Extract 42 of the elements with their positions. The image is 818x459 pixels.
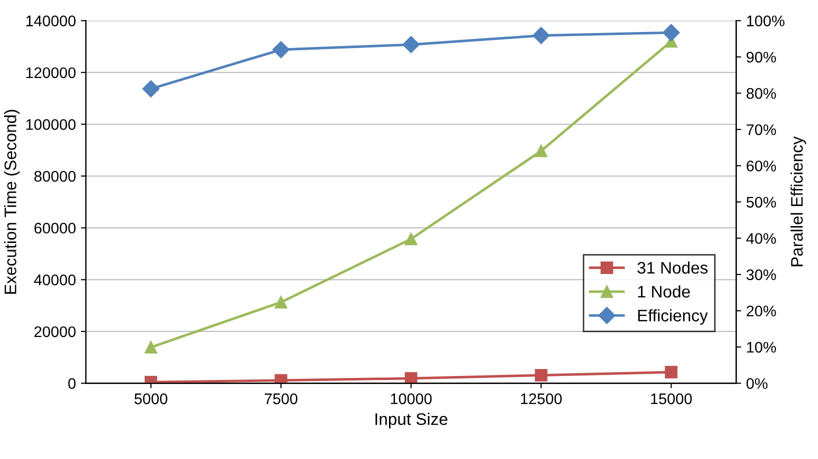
x-tick-label: 5000 [134, 393, 168, 404]
y-tick-label: 120000 [26, 67, 76, 78]
y-tick-label: 140000 [26, 16, 76, 26]
y-tick-label: 0 [68, 378, 76, 389]
y2-tick-label: 40% [746, 233, 776, 244]
y-tick-label: 80000 [34, 170, 76, 182]
y2-tick-label: 0% [746, 378, 768, 389]
y2-tick-label: 10% [747, 342, 776, 353]
y-axis-title: Execution Time (Second) [4, 110, 20, 294]
point [272, 41, 290, 58]
point [532, 26, 550, 44]
y2-tick-label: 60% [746, 160, 776, 172]
legend-label: 1 Node [638, 285, 690, 298]
y-tick-label: 60000 [34, 222, 76, 234]
point [402, 36, 420, 54]
y-tick-label: 100000 [26, 119, 76, 130]
point [142, 80, 160, 98]
point [404, 372, 418, 384]
point [664, 366, 678, 378]
y2-tick-label: 70% [746, 124, 776, 136]
point [534, 144, 548, 158]
x-tick-label: 12500 [521, 393, 562, 404]
point [534, 368, 548, 382]
x-tick-label: 7500 [264, 393, 298, 404]
y2-tick-label: 50% [746, 196, 776, 208]
x-tick-label: 10000 [390, 393, 432, 404]
y-tick-label: 20000 [34, 326, 76, 338]
point [144, 341, 158, 354]
y2-tick-label: 100% [747, 16, 784, 26]
point [404, 232, 418, 246]
y2-tick-label: 20% [746, 306, 776, 316]
x-tick-label: 15000 [651, 393, 692, 404]
y2-axis-title: Parallel Efficiency [790, 136, 806, 266]
point [274, 296, 288, 308]
legend-label: Efficiency [638, 309, 708, 325]
y2-tick-label: 30% [746, 269, 776, 280]
y-tick-label: 40000 [34, 274, 76, 286]
x-axis-title: Input Size [376, 412, 448, 428]
y2-tick-label: 80% [746, 88, 776, 99]
y2-tick-label: 90% [746, 52, 776, 63]
legend-label: 31 Nodes [637, 261, 708, 274]
point [662, 24, 680, 42]
